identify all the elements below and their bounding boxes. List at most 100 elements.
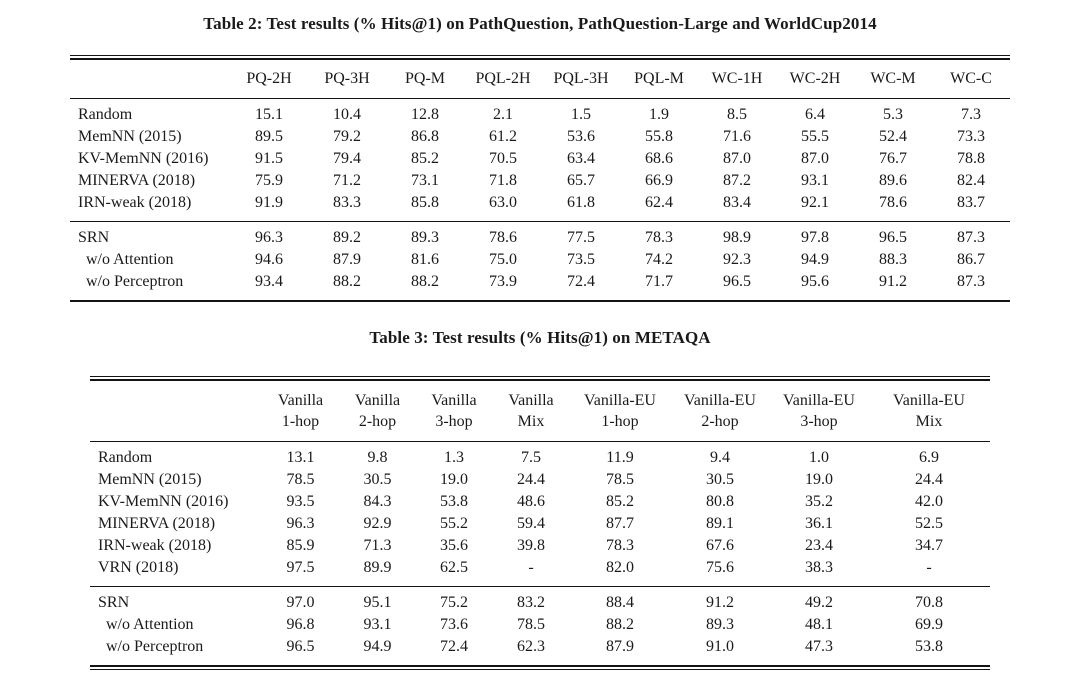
table-cell: 62.3	[517, 638, 545, 655]
table-cell: 71.7	[645, 273, 673, 290]
table-cell: 95.6	[801, 273, 829, 290]
table-cell: 92.9	[363, 515, 392, 532]
table-cell: 8.5	[727, 106, 747, 123]
table-row: IRN-weak (2018) 91.9 83.3 85.8 63.0 61.8 62.4 8…	[70, 192, 1010, 222]
table-row: VRN (2018) 97.5 89.9 62.5 - 82.0 75.6 38.3 -	[90, 557, 990, 587]
column-header: Vanilla-EU 1-hop	[584, 392, 656, 430]
table-row: SRN 97.0 95.1 75.2 83.2 88.4 91.2 49.2 70.8	[90, 587, 990, 615]
column-header: PQ-2H	[246, 70, 292, 87]
table-cell: 78.5	[517, 616, 545, 633]
table2: PQ-2H PQ-3H PQ-M PQL-2H PQL-3H PQL-M WC-1H WC-2…	[70, 55, 1010, 302]
row-label: MINERVA (2018)	[78, 172, 196, 189]
table-cell: 85.9	[286, 537, 315, 554]
table-cell: 62.4	[645, 194, 673, 211]
column-header: PQ-3H	[324, 70, 370, 87]
column-header: PQ-M	[404, 70, 445, 87]
table-cell: 78.5	[606, 471, 634, 488]
table-cell: 85.2	[411, 150, 439, 167]
table-cell: 49.2	[805, 594, 833, 611]
table-cell: 13.1	[286, 449, 315, 466]
table-cell: 93.1	[801, 172, 829, 189]
table-cell: 34.7	[915, 537, 943, 554]
table-cell: 7.5	[521, 449, 541, 466]
table-cell: 88.2	[333, 273, 361, 290]
row-label: MINERVA (2018)	[98, 515, 216, 532]
table3-header-row: Vanilla 1-hop Vanilla 2-hop Vanilla 3-hop Vani…	[90, 381, 990, 442]
table-cell: 69.9	[915, 616, 943, 633]
table-cell: 67.6	[706, 537, 734, 554]
column-header: WC-1H	[711, 70, 763, 87]
table-cell: 6.4	[805, 106, 825, 123]
table-cell: 91.2	[879, 273, 907, 290]
table-cell: 83.4	[723, 194, 751, 211]
table3-srn-group: SRN 97.0 95.1 75.2 83.2 88.4 91.2 49.2 70.8 w/o A…	[90, 587, 990, 666]
table-cell: 63.0	[489, 194, 517, 211]
table2-bottom-rule	[70, 300, 1010, 302]
table-cell: 91.2	[706, 594, 734, 611]
table-cell: 78.8	[957, 150, 985, 167]
table-cell: 1.3	[444, 449, 464, 466]
table-cell: 1.9	[649, 106, 669, 123]
table-cell: 53.8	[915, 638, 943, 655]
corner-cell	[90, 381, 262, 442]
table-cell: 19.0	[440, 471, 468, 488]
table-cell: 96.5	[879, 229, 907, 246]
table-cell: 79.2	[333, 128, 361, 145]
table2-grid: PQ-2H PQ-3H PQ-M PQL-2H PQL-3H PQL-M WC-1H WC-2…	[70, 60, 1010, 300]
table2-top-rule	[70, 55, 1010, 60]
table-cell: 48.1	[805, 616, 833, 633]
table-cell: 78.3	[606, 537, 634, 554]
table-cell: 97.5	[286, 559, 315, 576]
table-cell: 88.2	[411, 273, 439, 290]
table-cell: 78.6	[489, 229, 517, 246]
table-cell: 75.0	[489, 251, 517, 268]
table-cell: 12.8	[411, 106, 439, 123]
table-cell: 23.4	[805, 537, 833, 554]
table-cell: 76.7	[879, 150, 907, 167]
table-cell: 80.8	[706, 493, 734, 510]
table-cell: 1.0	[809, 449, 829, 466]
corner-cell	[70, 60, 230, 99]
table-cell: 97.0	[286, 594, 315, 611]
table3: Vanilla 1-hop Vanilla 2-hop Vanilla 3-hop Vani…	[90, 376, 990, 670]
table-cell: 61.8	[567, 194, 595, 211]
table-cell: 85.8	[411, 194, 439, 211]
table-cell: 87.3	[957, 273, 985, 290]
table-cell: 7.3	[961, 106, 981, 123]
column-header: PQL-M	[634, 70, 684, 87]
table-cell: 52.5	[915, 515, 943, 532]
table-cell: 1.5	[571, 106, 591, 123]
table-cell: 96.3	[255, 229, 283, 246]
row-label: w/o Attention	[106, 616, 194, 633]
table-cell: 11.9	[606, 449, 634, 466]
row-label: MemNN (2015)	[78, 128, 182, 145]
table3-caption: Table 3: Test results (% Hits@1) on META…	[369, 328, 711, 347]
table-cell: 9.4	[710, 449, 730, 466]
table-cell: 92.1	[801, 194, 829, 211]
column-header: Vanilla-EU 3-hop	[783, 392, 855, 430]
table-cell: 66.9	[645, 172, 673, 189]
table-cell: 87.7	[606, 515, 634, 532]
table2-baselines-group: Random 15.1 10.4 12.8 2.1 1.5 1.9 8.5 6.4 5.3 7.3 M…	[70, 99, 1010, 222]
row-label: KV-MemNN (2016)	[98, 493, 229, 510]
row-label: w/o Perceptron	[106, 638, 204, 655]
table-cell: 87.9	[333, 251, 361, 268]
table-cell: 94.9	[801, 251, 829, 268]
row-label: IRN-weak (2018)	[98, 537, 212, 554]
table-cell: 72.4	[440, 638, 468, 655]
table-cell: 38.3	[805, 559, 833, 576]
table-cell: 55.2	[440, 515, 468, 532]
row-label: SRN	[98, 594, 130, 611]
table2-caption: Table 2: Test results (% Hits@1) on Path…	[203, 14, 877, 33]
table-cell: 9.8	[367, 449, 388, 466]
table-cell: 71.8	[489, 172, 517, 189]
table-row: KV-MemNN (2016) 93.5 84.3 53.8 48.6 85.2 80.8 3…	[90, 491, 990, 513]
table-row: MemNN (2015) 78.5 30.5 19.0 24.4 78.5 30.5 19.0…	[90, 469, 990, 491]
column-header: Vanilla-EU 2-hop	[684, 392, 756, 430]
table-cell: 89.2	[333, 229, 361, 246]
table-cell: 70.5	[489, 150, 517, 167]
table-row: KV-MemNN (2016) 91.5 79.4 85.2 70.5 63.4 68.6 8…	[70, 148, 1010, 170]
table-cell: 89.3	[706, 616, 734, 633]
table-cell: 71.3	[363, 537, 392, 554]
table2-header-row: PQ-2H PQ-3H PQ-M PQL-2H PQL-3H PQL-M WC-1H WC-2…	[70, 60, 1010, 99]
